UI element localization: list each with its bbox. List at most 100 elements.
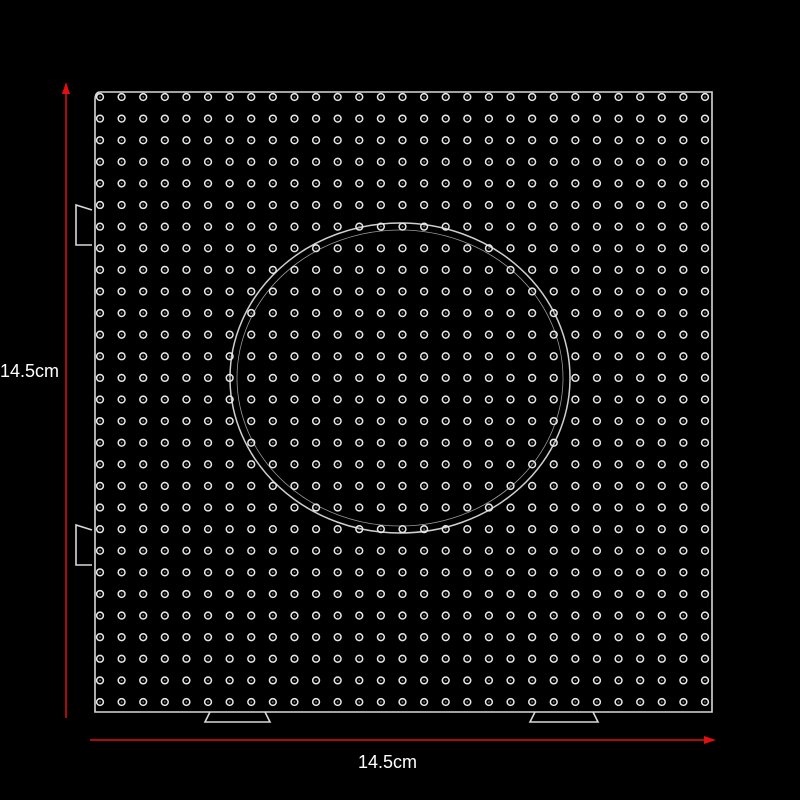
peg-center (596, 463, 598, 466)
peg-center (552, 312, 555, 314)
peg (571, 416, 580, 426)
peg-center (596, 614, 598, 617)
peg-center (336, 679, 339, 682)
width-arrow (90, 736, 716, 744)
peg (419, 416, 429, 426)
peg (117, 308, 126, 318)
peg-center (682, 225, 685, 228)
peg (355, 568, 364, 577)
peg (182, 611, 191, 620)
peg (614, 200, 623, 210)
peg (484, 524, 494, 534)
peg (398, 611, 407, 620)
peg-center (531, 376, 534, 379)
peg (592, 697, 602, 707)
peg (636, 222, 645, 231)
peg-center (401, 528, 404, 531)
peg-center (315, 636, 317, 639)
peg-center (99, 528, 101, 531)
peg (355, 308, 364, 318)
peg-center (660, 657, 663, 660)
peg-center (617, 485, 620, 487)
peg (636, 114, 645, 123)
peg (139, 330, 148, 339)
peg-center (552, 463, 555, 466)
peg (527, 352, 537, 361)
peg-center (120, 182, 123, 185)
peg-center (639, 463, 642, 466)
peg (592, 654, 602, 663)
peg-center (509, 549, 512, 552)
peg (527, 200, 537, 210)
peg (311, 654, 321, 663)
peg-center (660, 225, 663, 228)
peg (311, 373, 321, 383)
peg-center (704, 355, 706, 358)
peg-center (250, 117, 253, 120)
peg-center (704, 463, 706, 466)
peg-center (596, 657, 598, 660)
peg-center (660, 96, 663, 98)
peg-center (142, 441, 145, 444)
peg (117, 222, 126, 231)
peg-center (336, 204, 339, 206)
peg-center (120, 290, 123, 293)
peg (225, 308, 234, 318)
peg-center (596, 528, 598, 531)
peg-center (379, 614, 382, 617)
peg (117, 157, 126, 166)
peg (182, 244, 191, 253)
peg (398, 503, 407, 512)
peg (160, 352, 169, 361)
peg-center (315, 182, 317, 185)
peg-center (99, 701, 101, 703)
peg-center (315, 593, 317, 595)
peg-center (617, 204, 620, 206)
peg-center (639, 485, 642, 487)
peg (506, 373, 515, 383)
peg (441, 611, 450, 620)
peg (376, 546, 386, 555)
peg-center (596, 355, 598, 358)
peg-center (596, 485, 598, 487)
peg-center (639, 549, 642, 552)
peg (290, 308, 299, 318)
peg-center (444, 160, 447, 163)
peg-center (488, 290, 490, 293)
peg (419, 460, 429, 469)
peg-center (120, 247, 123, 250)
peg (441, 287, 450, 296)
peg (160, 244, 169, 253)
peg-center (444, 182, 447, 185)
peg (592, 416, 602, 426)
peg-center (315, 571, 317, 574)
peg-center (358, 290, 361, 293)
peg-center (293, 571, 296, 574)
peg-center (228, 117, 231, 120)
peg (657, 611, 666, 620)
peg-center (509, 225, 512, 228)
peg-center (142, 593, 145, 595)
peg (139, 460, 148, 469)
peg-center (336, 160, 339, 163)
peg-center (704, 182, 706, 185)
peg (571, 330, 580, 339)
peg (441, 589, 450, 599)
peg-center (336, 268, 339, 271)
peg-center (682, 549, 685, 552)
peg (484, 611, 494, 620)
peg (290, 546, 299, 555)
peg-center (639, 139, 642, 142)
peg (700, 524, 710, 534)
peg-center (444, 225, 447, 228)
peg (355, 589, 364, 599)
peg (700, 633, 710, 642)
peg-center (617, 225, 620, 228)
peg-center (509, 204, 512, 206)
peg (419, 136, 429, 145)
peg (225, 481, 234, 491)
peg (95, 287, 105, 296)
peg-center (509, 528, 512, 531)
peg-center (509, 485, 512, 487)
peg (527, 222, 537, 231)
